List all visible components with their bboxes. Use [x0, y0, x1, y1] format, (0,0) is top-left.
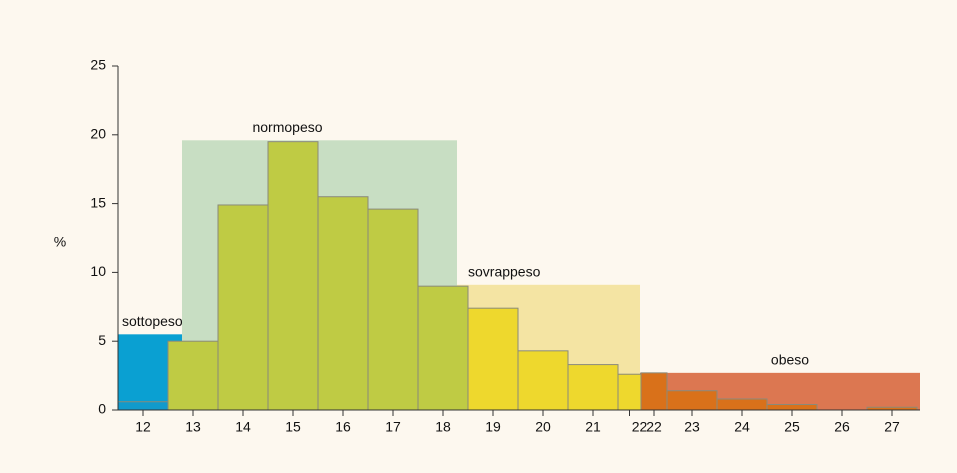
x-tick-label: 17 — [385, 419, 401, 435]
x-tick-label: 19 — [485, 419, 501, 435]
zone-label: sovrappeso — [468, 263, 541, 279]
y-tick-label: 5 — [98, 332, 106, 348]
bar — [766, 403, 818, 411]
zone-label: obeso — [771, 352, 809, 368]
bar — [467, 307, 519, 411]
y-tick-label: 10 — [90, 263, 106, 279]
zone-label: normopeso — [252, 119, 322, 135]
bar — [267, 141, 319, 411]
x-tick-label: 27 — [884, 419, 900, 435]
x-tick-label: 12 — [135, 419, 151, 435]
x-tick-label: 24 — [734, 419, 750, 435]
x-tick-label: 23 — [684, 419, 700, 435]
y-tick-label: 20 — [90, 126, 106, 142]
bar — [367, 208, 419, 411]
y-axis-label: % — [54, 234, 66, 250]
x-tick-label: 22 — [632, 419, 648, 435]
bar — [167, 340, 219, 411]
x-tick-label: 14 — [235, 419, 251, 435]
x-tick-label: 26 — [834, 419, 850, 435]
bar — [217, 204, 269, 411]
x-tick-label: 18 — [435, 419, 451, 435]
zone-label: sottopeso — [122, 313, 183, 329]
x-tick-label: 22 — [646, 419, 662, 435]
bar — [417, 285, 469, 411]
x-tick-label: 15 — [285, 419, 301, 435]
x-tick-label: 13 — [185, 419, 201, 435]
x-tick-label: 25 — [784, 419, 800, 435]
bar — [117, 401, 169, 411]
bar — [517, 350, 569, 411]
x-tick-label: 21 — [585, 419, 601, 435]
y-tick-label: 25 — [90, 57, 106, 73]
bar — [317, 196, 369, 411]
x-tick-label: 16 — [335, 419, 351, 435]
bar — [716, 398, 768, 411]
bar — [567, 364, 619, 411]
x-tick-label: 20 — [535, 419, 551, 435]
bar — [640, 372, 668, 411]
y-tick-label: 0 — [98, 401, 106, 417]
bar — [666, 390, 718, 411]
y-tick-label: 15 — [90, 194, 106, 210]
bar — [617, 373, 642, 411]
